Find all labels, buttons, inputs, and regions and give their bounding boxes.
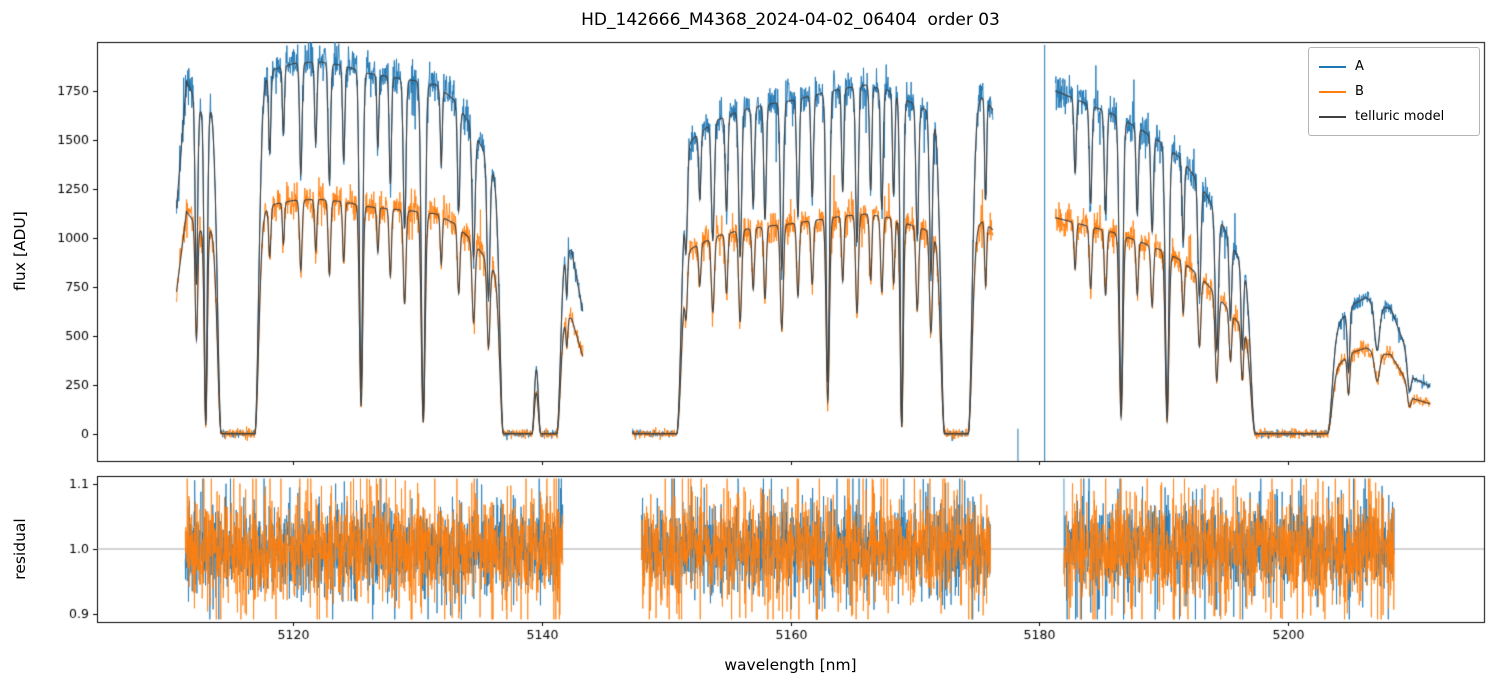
legend: A B telluric model	[1308, 47, 1480, 136]
residual-axis-label: residual	[11, 518, 29, 580]
legend-item-a: A	[1319, 54, 1469, 79]
x-axis-label: wavelength [nm]	[724, 656, 857, 674]
legend-item-b: B	[1319, 79, 1469, 104]
legend-line-telluric-swatch	[1319, 115, 1346, 118]
legend-label-telluric-model: telluric model	[1355, 109, 1445, 124]
legend-line-b-swatch	[1319, 90, 1346, 93]
legend-label-b: B	[1355, 84, 1364, 99]
legend-label-a: A	[1355, 59, 1364, 74]
figure-title: HD_142666_M4368_2024-04-02_06404 order 0…	[581, 10, 1000, 30]
legend-line-a-swatch	[1319, 65, 1346, 68]
flux-axis-label: flux [ADU]	[11, 211, 29, 291]
legend-item-telluric-model: telluric model	[1319, 104, 1469, 129]
